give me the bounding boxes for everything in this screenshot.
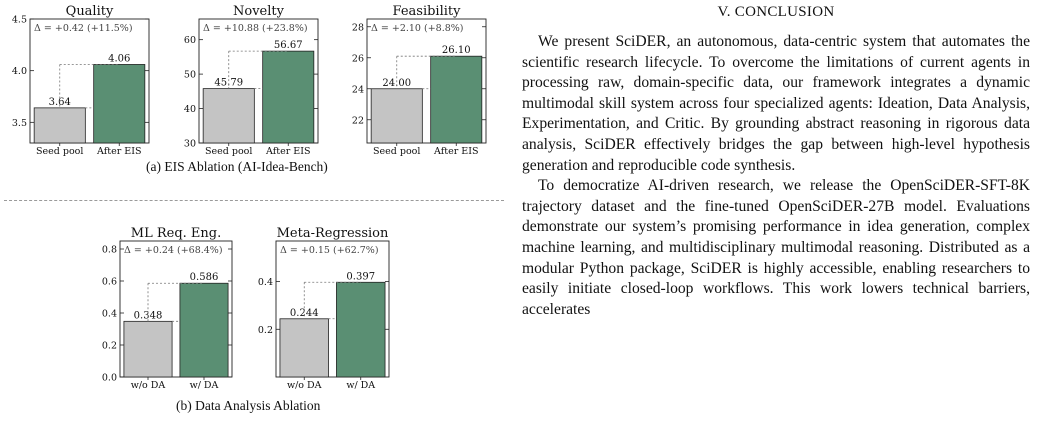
bar-baseline <box>123 320 173 378</box>
bar-value-label: 56.67 <box>274 40 303 51</box>
caption-a: (a) EIS Ablation (AI-Idea-Bench) <box>146 159 328 174</box>
x-tick-label: Seed pool <box>205 146 252 157</box>
delta-annotation: Δ = +0.24 (+68.4%) <box>124 245 223 256</box>
y-tick-label: 26 <box>352 53 364 64</box>
bar-value-label: 0.397 <box>346 271 375 282</box>
y-tick-label: 0.6 <box>102 277 117 288</box>
delta-annotation: Δ = +0.42 (+11.5%) <box>34 23 133 34</box>
x-tick-label: w/ DA <box>190 380 219 391</box>
y-tick-label: 0.8 <box>102 245 117 256</box>
conclusion-section: V. CONCLUSION We present SciDER, an auto… <box>522 0 1030 320</box>
y-tick-label: 0.4 <box>102 309 117 320</box>
bar-value-label: 45.79 <box>214 78 243 89</box>
bar-value-label: 0.244 <box>290 308 319 319</box>
caption-b: (b) Data Analysis Ablation <box>176 398 321 413</box>
y-tick-label: 24 <box>352 84 364 95</box>
x-tick-label: After EIS <box>433 146 478 157</box>
y-tick-label: 0.2 <box>102 341 117 352</box>
x-tick-label: After EIS <box>96 146 141 157</box>
bar-improved <box>93 64 146 144</box>
y-tick-label: 4.0 <box>12 66 27 77</box>
bar-improved <box>430 55 483 144</box>
x-tick-label: w/ DA <box>346 380 375 391</box>
plot-frame <box>275 240 390 378</box>
x-tick-label: After EIS <box>265 146 310 157</box>
y-tick-label: 40 <box>184 104 196 115</box>
delta-annotation: Δ = +2.10 (+8.8%) <box>371 23 464 34</box>
y-tick-label: 50 <box>184 70 196 81</box>
delta-annotation: Δ = +10.88 (+23.8%) <box>203 23 308 34</box>
chart-title: Novelty <box>233 4 285 19</box>
x-tick-label: w/o DA <box>131 380 166 391</box>
bar-baseline <box>202 88 255 144</box>
delta-annotation: Δ = +0.15 (+62.7%) <box>280 245 379 256</box>
chart-title: Feasibility <box>393 4 462 19</box>
bar-improved <box>336 281 386 378</box>
y-tick-label: 0.4 <box>258 277 273 288</box>
plot-frame <box>198 18 319 144</box>
bar-baseline <box>33 107 86 144</box>
plot-frame <box>29 18 150 144</box>
chart-title: Quality <box>66 4 114 19</box>
y-tick-label: 28 <box>352 22 364 33</box>
y-tick-label: 30 <box>184 139 196 150</box>
y-tick-label: 60 <box>184 35 196 46</box>
plot-frame <box>119 240 233 378</box>
y-tick-label: 0.2 <box>258 325 273 336</box>
figure-divider <box>4 200 504 201</box>
x-tick-label: Seed pool <box>373 146 420 157</box>
y-tick-label: 22 <box>352 115 364 126</box>
bar-improved <box>179 282 229 378</box>
bar-baseline <box>370 88 423 144</box>
chart-title: Meta-Regression <box>277 226 389 241</box>
x-tick-label: w/o DA <box>287 380 322 391</box>
y-tick-label: 3.5 <box>12 118 27 129</box>
y-tick-label: 0.0 <box>102 373 117 384</box>
bar-improved <box>262 50 315 144</box>
section-heading: V. CONCLUSION <box>717 4 835 20</box>
bar-baseline <box>279 318 329 378</box>
bar-value-label: 0.586 <box>190 272 219 283</box>
bar-value-label: 24.00 <box>382 78 411 89</box>
bar-value-label: 4.06 <box>108 53 130 64</box>
x-tick-label: Seed pool <box>36 146 83 157</box>
conclusion-paragraph-1: We present SciDER, an autonomous, data-c… <box>522 33 1030 174</box>
y-tick-label: 4.5 <box>12 15 27 26</box>
plot-frame <box>366 18 487 144</box>
bar-value-label: 26.10 <box>442 45 471 56</box>
conclusion-paragraph-2: To democratize AI-driven research, we re… <box>522 177 1030 318</box>
chart-title: ML Req. Eng. <box>131 226 221 241</box>
